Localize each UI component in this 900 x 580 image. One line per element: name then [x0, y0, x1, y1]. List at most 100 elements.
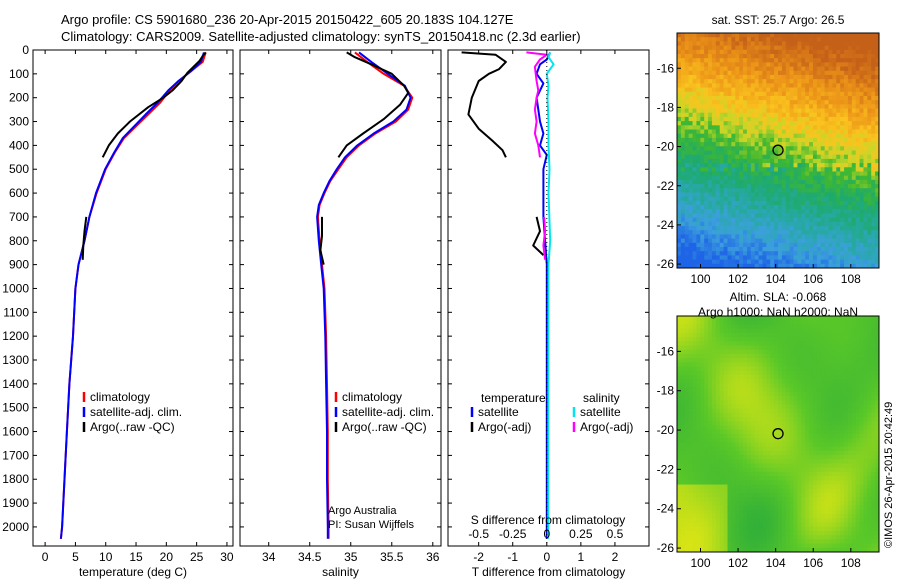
heatmap-cell [735, 425, 740, 431]
heatmap-cell [708, 400, 713, 405]
heatmap-cell [820, 167, 826, 172]
heatmap-cell [863, 396, 868, 401]
heatmap-cell [875, 391, 880, 397]
heatmap-cell [801, 91, 806, 97]
heatmap-cell [700, 238, 705, 244]
salinity-panel: 34 34.5 35 35.5 36salinityclimatologysatelli… [239, 49, 442, 579]
heatmap-cell [711, 121, 717, 126]
heatmap-cell [785, 332, 791, 338]
heatmap-cell [692, 192, 697, 198]
heatmap-cell [719, 429, 725, 435]
heatmap-cell [708, 196, 713, 202]
heatmap-cell [832, 192, 837, 198]
heatmap-cell [758, 316, 763, 321]
heatmap-cell [844, 341, 849, 346]
heatmap-cell [719, 66, 725, 72]
heatmap-cell [758, 213, 763, 219]
heatmap-cell [704, 45, 709, 51]
heatmap-cell [711, 247, 717, 252]
heatmap-cell [700, 196, 705, 202]
heatmap-cell [867, 66, 872, 72]
heatmap-cell [708, 200, 713, 206]
heatmap-cell [715, 337, 721, 342]
heatmap-cell [719, 196, 725, 202]
heatmap-cell [875, 396, 880, 401]
heatmap-cell [871, 196, 876, 202]
heatmap-cell [704, 171, 709, 177]
heatmap-cell [700, 83, 705, 88]
heatmap-cell [746, 66, 752, 72]
heatmap-cell [684, 150, 690, 156]
heatmap-cell [859, 163, 864, 168]
heatmap-cell [704, 259, 709, 265]
heatmap-cell [743, 396, 748, 401]
heatmap-cell [824, 332, 829, 338]
heatmap-cell [820, 137, 826, 143]
heatmap-cell [875, 100, 880, 105]
heatmap-cell [677, 167, 682, 172]
heatmap-cell [688, 74, 693, 80]
heatmap-cell [820, 154, 826, 160]
heatmap-cell [789, 146, 794, 151]
heatmap-cell [844, 429, 849, 435]
heatmap-cell [836, 379, 841, 384]
heatmap-cell [704, 205, 709, 210]
heatmap-cell [692, 41, 697, 46]
heatmap-cell [750, 412, 756, 418]
heatmap-cell [770, 362, 775, 367]
heatmap-cell [785, 91, 791, 97]
heatmap-cell [859, 316, 864, 321]
heatmap-cell [863, 358, 868, 363]
heatmap-cell [785, 320, 791, 325]
heatmap-cell [677, 379, 682, 384]
heatmap-cell [704, 242, 709, 248]
heatmap-cell [750, 184, 756, 189]
heatmap-cell [863, 62, 868, 67]
heatmap-cell [855, 53, 860, 59]
heatmap-cell [785, 362, 791, 367]
heatmap-cell [797, 247, 802, 252]
heatmap-cell [793, 163, 798, 168]
heatmap-cell [781, 404, 787, 410]
heatmap-cell [836, 133, 841, 139]
heatmap-cell [727, 337, 732, 342]
heatmap-cell [696, 242, 701, 248]
heatmap-cell [727, 263, 732, 269]
heatmap-cell [719, 133, 725, 139]
heatmap-cell [708, 213, 713, 219]
heatmap-cell [812, 53, 818, 59]
heatmap-cell [688, 358, 693, 363]
heatmap-cell [851, 434, 857, 439]
heatmap-cell [680, 74, 686, 80]
heatmap-cell [847, 263, 853, 269]
heatmap-cell [828, 383, 833, 389]
heatmap-cell [844, 205, 849, 210]
heatmap-cell [828, 366, 833, 372]
heatmap-cell [789, 100, 794, 105]
heatmap-cell [812, 209, 818, 214]
heatmap-cell [824, 328, 829, 334]
heatmap-cell [781, 400, 787, 405]
heatmap-cell [844, 400, 849, 405]
heatmap-cell [739, 91, 744, 97]
heatmap-cell [781, 129, 787, 135]
heatmap-cell [735, 396, 740, 401]
heatmap-cell [719, 95, 725, 101]
heatmap-cell [692, 221, 697, 227]
heatmap-cell [758, 251, 763, 256]
heatmap-cell [797, 226, 802, 231]
heatmap-cell [746, 49, 752, 55]
heatmap-cell [711, 438, 717, 443]
heatmap-cell [828, 387, 833, 393]
heatmap-cell [704, 234, 709, 240]
heatmap-cell [820, 446, 826, 452]
heatmap-cell [692, 349, 697, 355]
heatmap-cell [836, 150, 841, 156]
heatmap-cell [781, 251, 787, 256]
heatmap-cell [840, 230, 845, 235]
heatmap-cell [847, 230, 853, 235]
heatmap-cell [781, 49, 787, 55]
heatmap-cell [727, 87, 732, 93]
heatmap-cell [735, 66, 740, 72]
heatmap-cell [859, 349, 864, 355]
